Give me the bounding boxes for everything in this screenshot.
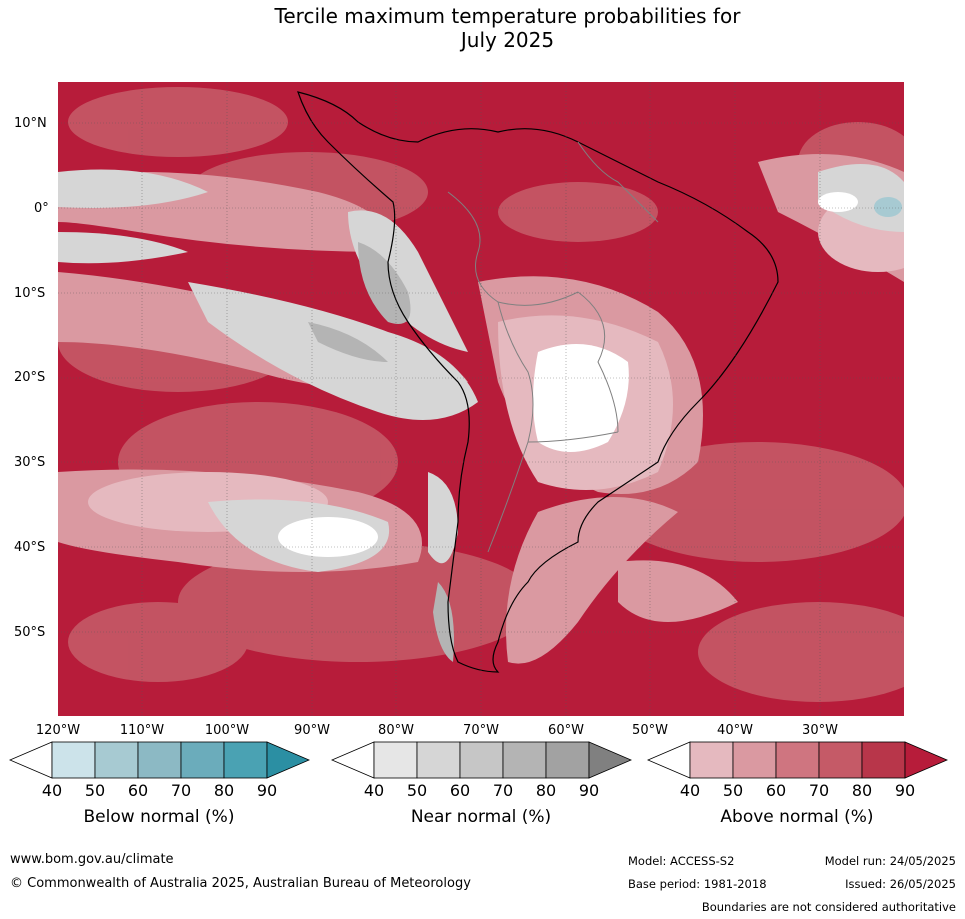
colorbar-tick-label: 70 [170,781,192,800]
colorbar-tick-label: 60 [127,781,149,800]
map-canvas [58,82,904,716]
colorbar-max-triangle [588,741,632,779]
colorbar-tick-label: 80 [213,781,235,800]
lat-label: 40°S [14,540,46,555]
lat-label: 0° [34,201,49,216]
lon-label: 40°W [717,723,753,738]
lon-label: 90°W [294,723,330,738]
lon-label: 80°W [378,723,414,738]
colorbar-segment [223,741,268,779]
colorbar-tick-label: 70 [808,781,830,800]
lat-label: 50°S [14,625,46,640]
colorbar-tick-label: 60 [449,781,471,800]
colorbar-segment [459,741,504,779]
colorbar-max-triangle [266,741,310,779]
colorbar-min-triangle [330,741,375,779]
lon-label: 50°W [632,723,668,738]
colorbar-label-below: Below normal (%) [83,807,235,827]
colorbar-segment [502,741,547,779]
lon-label: 70°W [463,723,499,738]
lon-label: 60°W [548,723,584,738]
colorbar-tick-label: 40 [679,781,701,800]
copyright: © Commonwealth of Australia 2025, Austra… [10,876,471,891]
coastline [297,91,779,673]
colorbar-segment [373,741,418,779]
lat-label: 30°S [14,455,46,470]
colorbar-tick-label: 90 [578,781,600,800]
lat-label: 10°N [14,116,47,131]
lon-label: 30°W [802,723,838,738]
colorbar-segment [94,741,139,779]
colorbar-segment [416,741,461,779]
colorbar-max-triangle [904,741,948,779]
lon-label: 110°W [119,723,165,738]
probability-map [58,82,904,716]
colorbar-min-triangle [646,741,691,779]
colorbar-segment [180,741,225,779]
colorbar-segment [732,741,777,779]
colorbar-tick-label: 40 [363,781,385,800]
lon-label: 100°W [204,723,250,738]
colorbar-tick-label: 40 [41,781,63,800]
colorbar-segment [689,741,734,779]
lat-label: 20°S [14,370,46,385]
colorbar-segment [775,741,820,779]
below-normal-patch [874,197,902,217]
colorbar-tick-label: 90 [256,781,278,800]
title-line-2: July 2025 [460,28,555,52]
colorbar-label-above: Above normal (%) [720,807,874,827]
colorbar-near-normal [330,741,632,779]
colorbar-segment [137,741,182,779]
website-link[interactable]: www.bom.gov.au/climate [10,852,174,867]
colorbar-tick-label: 60 [765,781,787,800]
colorbar-segment [861,741,906,779]
colorbar-below-normal [8,741,310,779]
model-run: Model run: 24/05/2025 [824,854,956,868]
base-period: Base period: 1981-2018 [628,877,767,891]
model-name: Model: ACCESS-S2 [628,854,735,868]
boundaries-disclaimer: Boundaries are not considered authoritat… [701,900,956,914]
colorbar-above-normal [646,741,948,779]
colorbar-tick-label: 50 [406,781,428,800]
colorbar-segment [545,741,590,779]
colorbar-tick-label: 50 [84,781,106,800]
colorbar-tick-label: 70 [492,781,514,800]
map-title: Tercile maximum temperature probabilitie… [0,4,965,52]
colorbar-tick-label: 50 [722,781,744,800]
lat-label: 10°S [14,286,46,301]
colorbar-label-near: Near normal (%) [410,807,552,827]
colorbar-segment [51,741,96,779]
issued-date: Issued: 26/05/2025 [845,877,956,891]
colorbar-segment [818,741,863,779]
lon-label: 120°W [35,723,81,738]
colorbar-tick-label: 80 [535,781,557,800]
title-line-1: Tercile maximum temperature probabilitie… [274,4,741,28]
colorbar-min-triangle [8,741,53,779]
colorbar-tick-label: 90 [894,781,916,800]
colorbar-tick-label: 80 [851,781,873,800]
